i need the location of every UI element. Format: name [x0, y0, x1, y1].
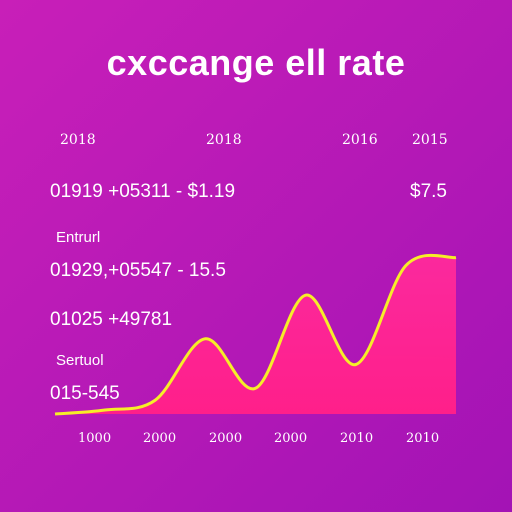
top-tick-label: 2018	[206, 132, 242, 148]
text-row: 01919 +05311 - $1.19	[50, 181, 236, 202]
top-tick-label: 2018	[60, 132, 96, 148]
x-tick-label: 2000	[143, 431, 177, 446]
text-row: 015-545	[50, 383, 120, 404]
chart-title: cxccange ell rate	[106, 42, 406, 83]
text-row: 01025 +49781	[50, 309, 173, 330]
x-tick-label: 2000	[274, 431, 308, 446]
series-area	[55, 255, 456, 414]
x-tick-label: 2010	[340, 431, 374, 446]
text-row: 01929,+05547 - 15.5	[50, 260, 226, 281]
data-label-right: $7.5	[410, 181, 447, 202]
x-tick-label: 1000	[78, 431, 112, 446]
x-tick-label: 2010	[406, 431, 440, 446]
x-tick-label: 2000	[209, 431, 243, 446]
top-tick-label: 2016	[342, 132, 378, 148]
top-tick-label: 2015	[412, 132, 448, 148]
series-line	[54, 253, 457, 416]
text-row: Sertuol	[56, 352, 104, 369]
text-row: Entrurl	[56, 229, 101, 246]
